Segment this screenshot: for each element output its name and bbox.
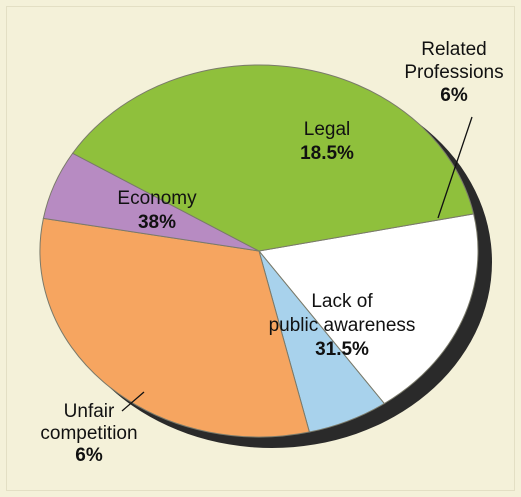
slice-label-line: Professions [404, 62, 503, 83]
pie-slice-legal [258, 213, 479, 405]
slice-label-line: Related [421, 39, 487, 60]
slice-label-line: Lack of [311, 291, 373, 312]
slice-label-line: public awareness [269, 315, 416, 336]
slice-label-line: competition [40, 423, 137, 444]
slice-label-line: Legal [304, 119, 351, 140]
slice-label-unfair-competition: Unfair competition 6% [40, 401, 137, 466]
pie-slice-economy [71, 64, 475, 252]
slice-value-label: 6% [440, 85, 468, 106]
pie-slice-lack-of-public-awareness [39, 217, 311, 438]
slice-label-legal: Legal 18.5% [300, 119, 354, 164]
slice-label-related-professions: Related Professions 6% [404, 39, 503, 106]
leader-line-related-professions [437, 116, 473, 219]
slice-label-line: Unfair [64, 401, 115, 422]
slice-label-line: Economy [117, 188, 197, 209]
slice-labels: Legal 18.5%Related Professions 6%Lack of pub… [40, 39, 503, 466]
pie-slices [39, 64, 479, 438]
leader-line-unfair-competition [121, 391, 145, 412]
slice-value-label: 38% [138, 212, 176, 233]
slice-value-label: 6% [75, 445, 103, 466]
slice-value-label: 18.5% [300, 143, 354, 164]
slice-label-lack-of-public-awareness: Lack of public awareness 31.5% [269, 291, 416, 360]
leader-lines [121, 116, 473, 412]
slice-label-economy: Economy 38% [117, 188, 197, 233]
slice-value-label: 31.5% [315, 339, 369, 360]
